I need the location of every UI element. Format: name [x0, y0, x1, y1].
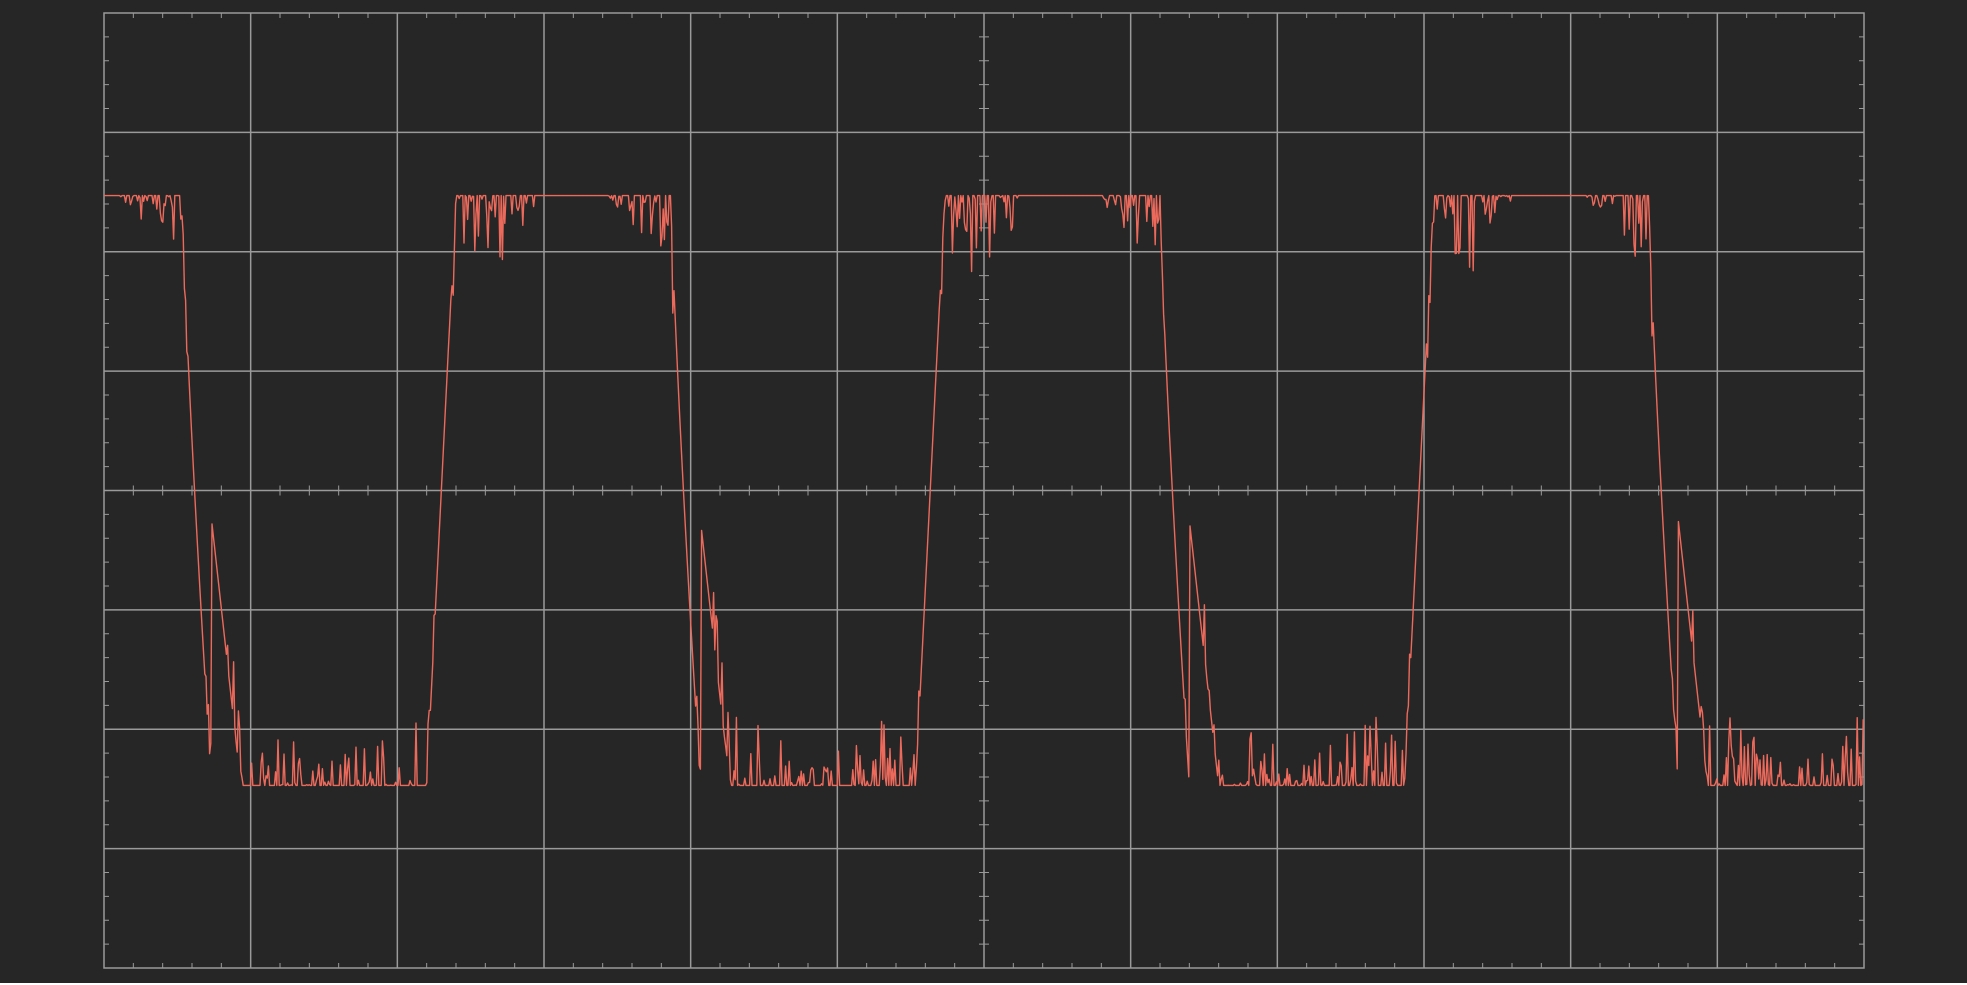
signal-trace	[104, 194, 1864, 787]
graticule	[103, 12, 1865, 969]
signal-trace-layer	[104, 194, 1864, 787]
